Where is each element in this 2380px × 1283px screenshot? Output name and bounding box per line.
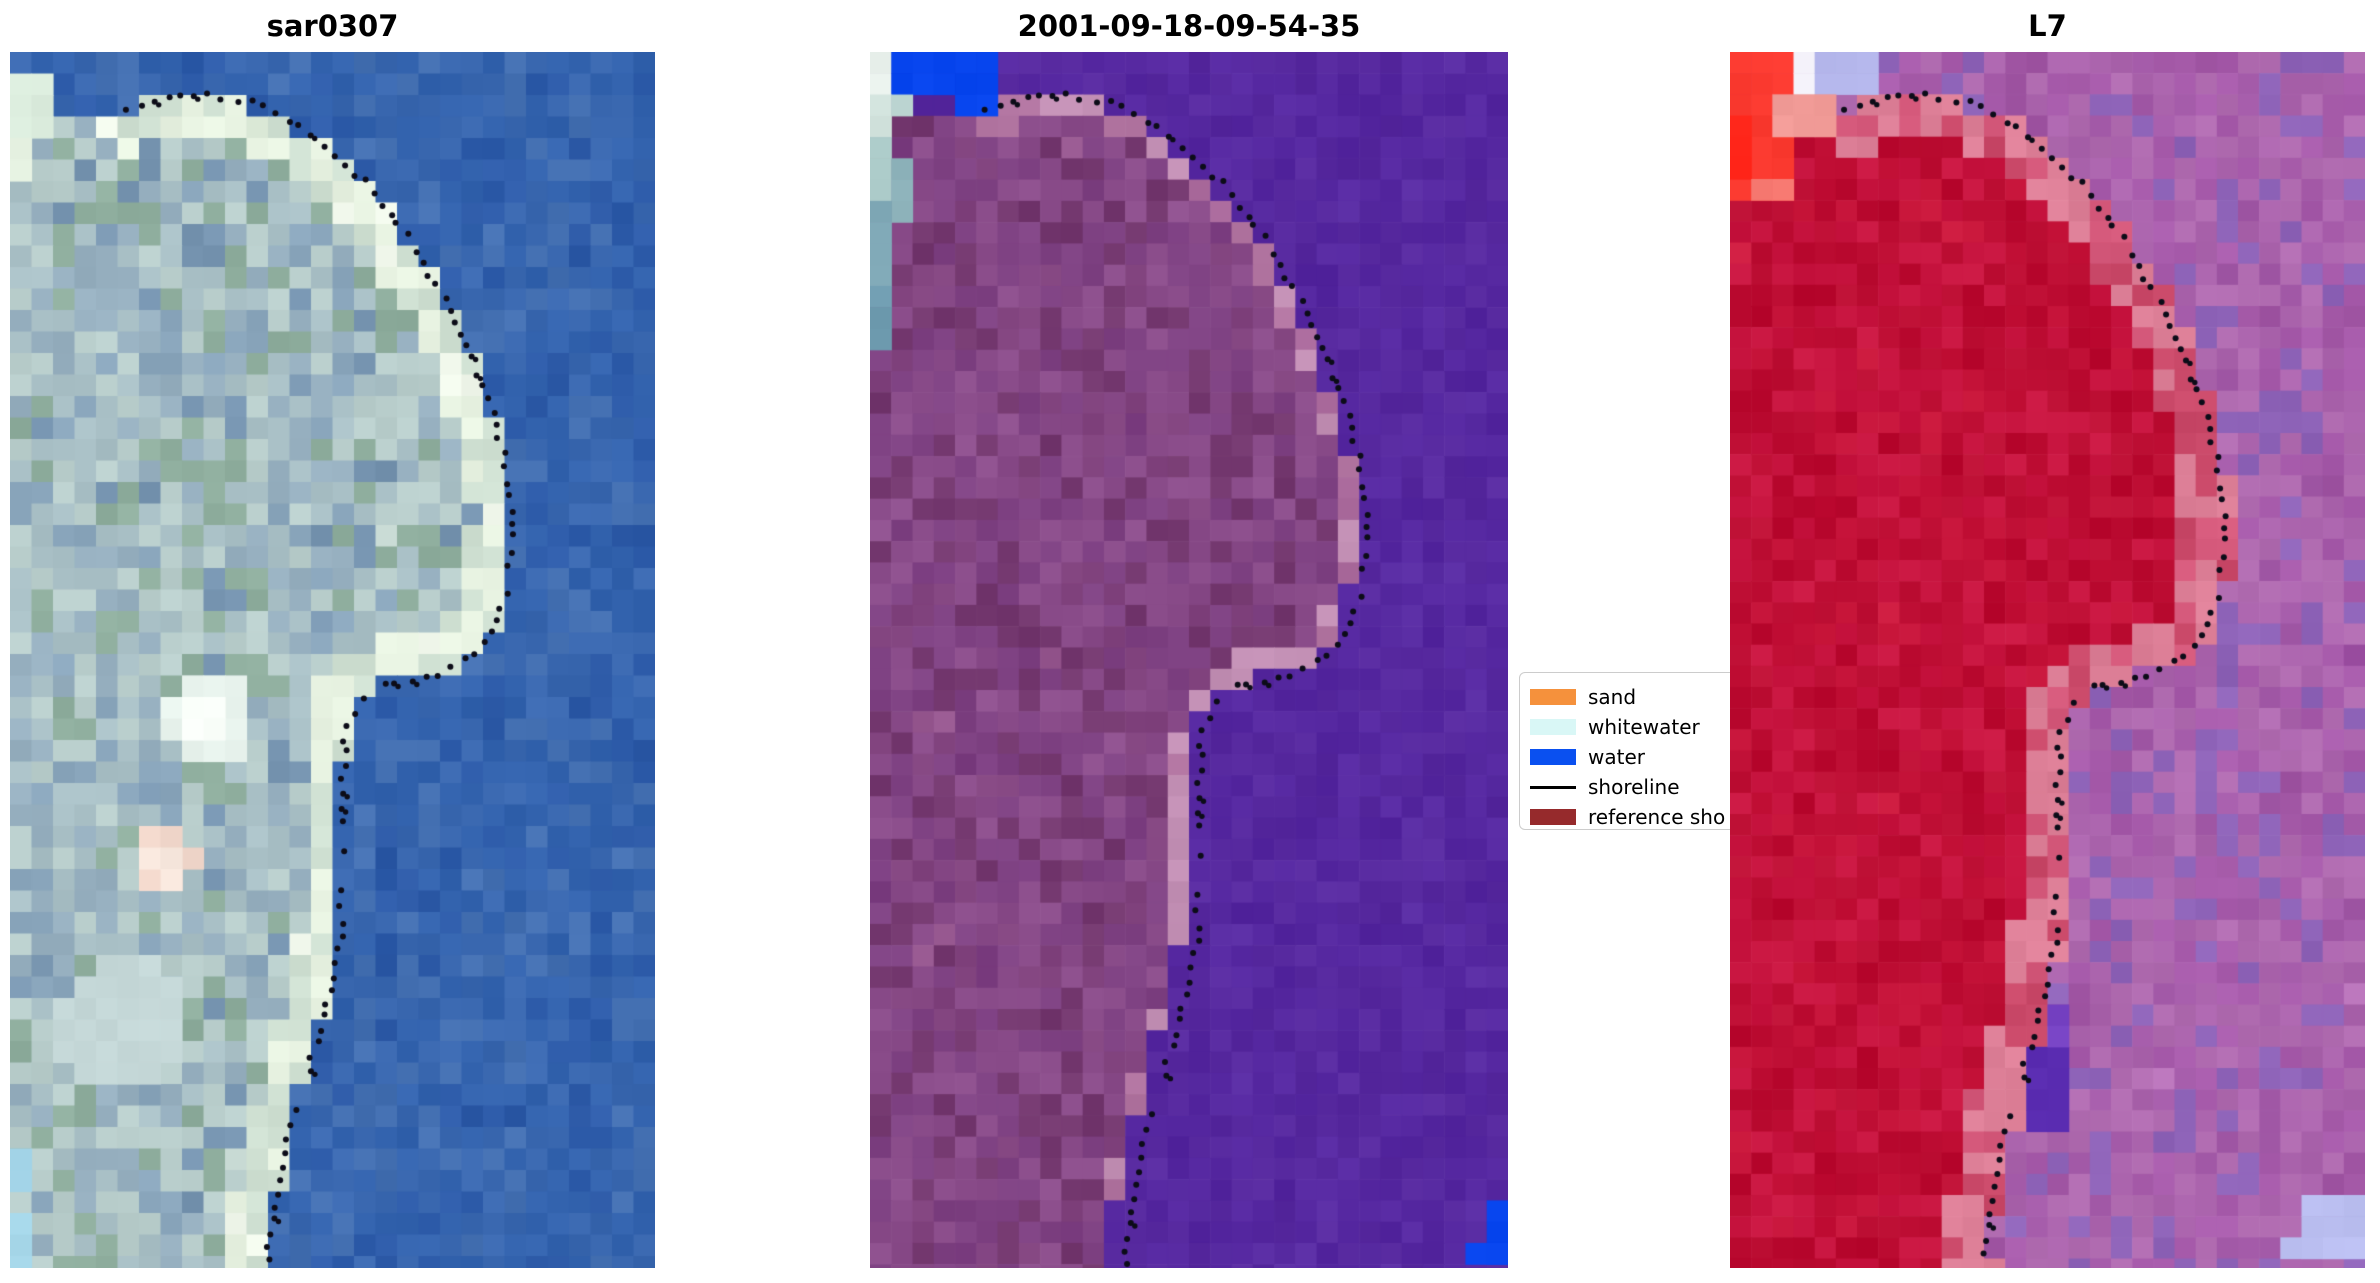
legend-entry-sand: sand xyxy=(1530,682,1730,712)
panel-image-classified xyxy=(870,52,1508,1268)
legend-label: shoreline xyxy=(1588,775,1680,799)
panel-title-sar0307: sar0307 xyxy=(266,9,399,43)
legend-entry-reference-sho: reference sho xyxy=(1530,802,1730,830)
legend-entry-shoreline: shoreline xyxy=(1530,772,1730,802)
legend-label: sand xyxy=(1588,685,1637,709)
panel-image-sar0307 xyxy=(10,52,655,1268)
legend-label: water xyxy=(1588,745,1645,769)
legend-entry-water: water xyxy=(1530,742,1730,772)
legend: sand whitewater water shoreline reference sh… xyxy=(1519,672,1730,830)
legend-label: whitewater xyxy=(1588,715,1700,739)
panel-title-date: 2001-09-18-09-54-35 xyxy=(1017,9,1361,43)
legend-label: reference sho xyxy=(1588,805,1726,829)
legend-color-swatch xyxy=(1530,719,1576,735)
panel-image-l7 xyxy=(1730,52,2365,1268)
legend-color-swatch xyxy=(1530,689,1576,705)
legend-color-swatch xyxy=(1530,809,1576,825)
panel-title-l7: L7 xyxy=(2028,9,2067,43)
legend-line-swatch xyxy=(1530,785,1576,789)
legend-color-swatch xyxy=(1530,749,1576,765)
legend-entry-whitewater: whitewater xyxy=(1530,712,1730,742)
legend-box: sand whitewater water shoreline reference sh… xyxy=(1519,672,1730,830)
